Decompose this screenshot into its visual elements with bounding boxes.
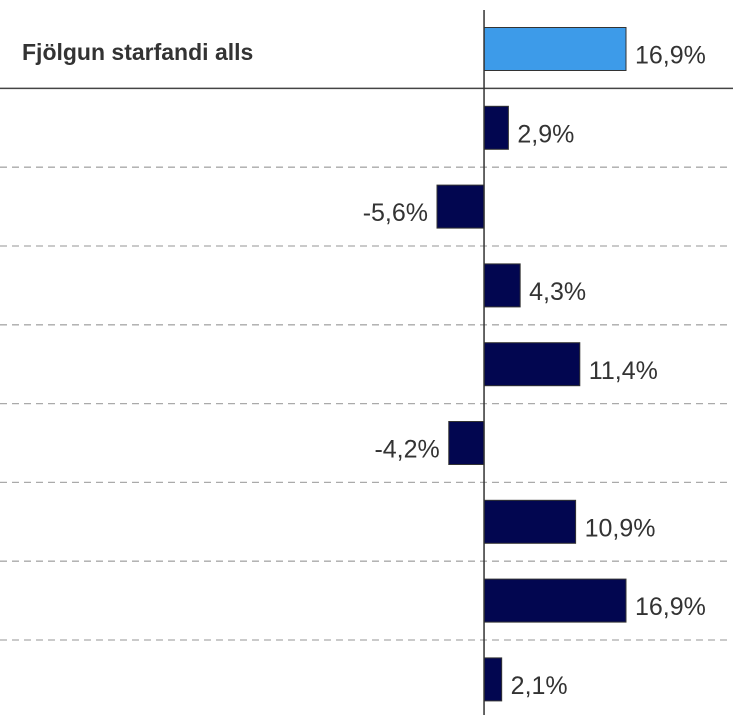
value-label: 2,1% (511, 672, 568, 700)
bar (483, 578, 627, 623)
value-label: 2,9% (517, 120, 574, 148)
bar (483, 27, 627, 71)
bar (483, 657, 503, 702)
bar (448, 421, 485, 465)
bar (436, 184, 485, 229)
value-label: -4,2% (374, 436, 439, 464)
bar (483, 105, 509, 150)
value-label: -5,6% (363, 199, 428, 227)
value-label: 16,9% (635, 42, 706, 70)
value-label: 11,4% (589, 357, 658, 385)
bar (483, 499, 577, 544)
category-label: Fjölgun starfandi alls (22, 39, 253, 65)
bar (483, 342, 581, 387)
bar (483, 263, 521, 308)
value-label: 4,3% (529, 278, 586, 306)
value-label: 16,9% (635, 593, 706, 621)
value-label: 10,9% (585, 514, 656, 542)
